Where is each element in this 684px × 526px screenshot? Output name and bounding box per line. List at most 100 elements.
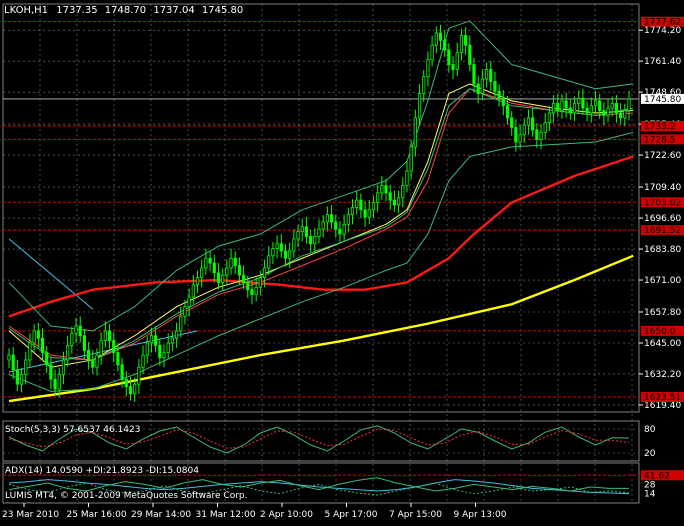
candle-body [505, 105, 510, 119]
stoch-axis-label-80: 80 [644, 425, 656, 435]
candle-body [363, 209, 367, 218]
candle-body [32, 330, 36, 344]
candle-body [187, 296, 191, 308]
candle-body [116, 352, 120, 366]
candle-body [577, 98, 581, 104]
candle-body [321, 221, 325, 230]
stoch-signal-line [8, 428, 630, 449]
candle-body [468, 44, 472, 65]
candle-body [145, 342, 149, 356]
time-axis-label: 2 Apr 10:00 [260, 510, 313, 520]
candle-body [212, 262, 216, 274]
stochastic-label: Stoch(5,3,3) 57.6537 46.1423 [5, 425, 140, 435]
candle-body [472, 64, 476, 85]
adx-level-label-box [641, 470, 684, 481]
candle-body [342, 223, 346, 235]
candle-body [279, 243, 283, 252]
sub-windows [3, 425, 639, 496]
candle-body [371, 202, 376, 211]
level-label-box [641, 134, 684, 145]
candle-body [174, 330, 179, 339]
candle-body [267, 255, 271, 269]
time-axis-label: 23 Mar 2010 [2, 510, 59, 520]
candle-body [275, 243, 279, 249]
candle-body [112, 340, 116, 354]
candle-body [526, 117, 531, 126]
level-label: 1777.62 [644, 18, 681, 28]
candle-body [422, 76, 426, 94]
candle-body [623, 110, 627, 119]
candle-body [522, 124, 526, 136]
candle-body [560, 100, 564, 111]
candle-body [413, 117, 417, 148]
candle-body [107, 330, 112, 341]
candle-body [484, 68, 489, 80]
candle-body [179, 315, 183, 332]
candle-body [78, 325, 82, 337]
candle-body [304, 226, 309, 237]
price-tick-label: 1619.40 [644, 401, 681, 411]
time-axis-label: 7 Apr 15:00 [389, 510, 442, 520]
candle-body [195, 277, 200, 286]
candle-body [568, 107, 572, 114]
candle-body [24, 359, 28, 375]
candle-body [602, 110, 606, 116]
level-label: 1691.52 [644, 226, 681, 236]
candle-body [229, 257, 233, 269]
candle-body [36, 330, 40, 339]
candle-body [564, 100, 568, 109]
candle-body [225, 267, 229, 276]
adx-axis-label: 14 [644, 490, 656, 500]
candle-body [309, 236, 313, 245]
level-label: 1735.2 [644, 122, 676, 132]
candle-body [493, 81, 497, 92]
candle-body [614, 102, 619, 114]
time-axis-label: 25 Mar 16:00 [67, 510, 127, 520]
candle-body [158, 345, 162, 358]
candle-body [170, 337, 174, 344]
candle-body [292, 238, 296, 252]
high-value: 1748.70 [105, 5, 146, 16]
price-tick-label: 1632.20 [644, 370, 681, 380]
candle-body [325, 214, 329, 223]
price-tick-label: 1645.00 [644, 339, 681, 349]
candle-body [329, 214, 334, 223]
candle-body [547, 112, 552, 124]
candle-body [396, 197, 401, 206]
candle-body [606, 107, 610, 116]
last-price-box [641, 93, 684, 104]
level-label-box [641, 391, 684, 402]
ohlc-header: LKOH,H1 1737.35 1748.70 1737.04 1745.80 [4, 5, 243, 16]
candle-body [237, 265, 242, 276]
candle-body [376, 192, 380, 203]
copyright-label: LUMIS MT4, © 2001-2009 MetaQuotes Softwa… [5, 491, 248, 501]
candle-body [585, 107, 589, 114]
candle-body [86, 349, 91, 361]
candle-body [283, 250, 288, 259]
price-tick-label: 1671.00 [644, 276, 681, 286]
candle-body [183, 306, 187, 317]
candle-body [11, 354, 15, 371]
level-label: 1650.0 [644, 327, 676, 337]
candle-body [141, 354, 145, 368]
candle-body [589, 105, 593, 114]
candle-body [489, 68, 493, 82]
candle-body [510, 117, 514, 128]
candle-body [166, 342, 170, 354]
candle-body [7, 354, 11, 361]
channel-line [8, 238, 94, 310]
axes: 1774.201761.401748.601735.401722.601709.… [2, 16, 684, 520]
stoch-axis-label-20: 20 [644, 449, 656, 459]
candlesticks [7, 24, 631, 403]
channel-line [8, 330, 198, 373]
candle-body [300, 226, 304, 233]
candle-body [271, 248, 275, 257]
candle-body [346, 214, 350, 225]
level-label-box [641, 16, 684, 27]
adx-label: ADX(14) 14.0590 +DI:21.8923 -DI:15.0804 [5, 466, 199, 476]
candle-body [296, 231, 300, 240]
candle-body [254, 286, 258, 295]
candle-body [162, 352, 166, 358]
